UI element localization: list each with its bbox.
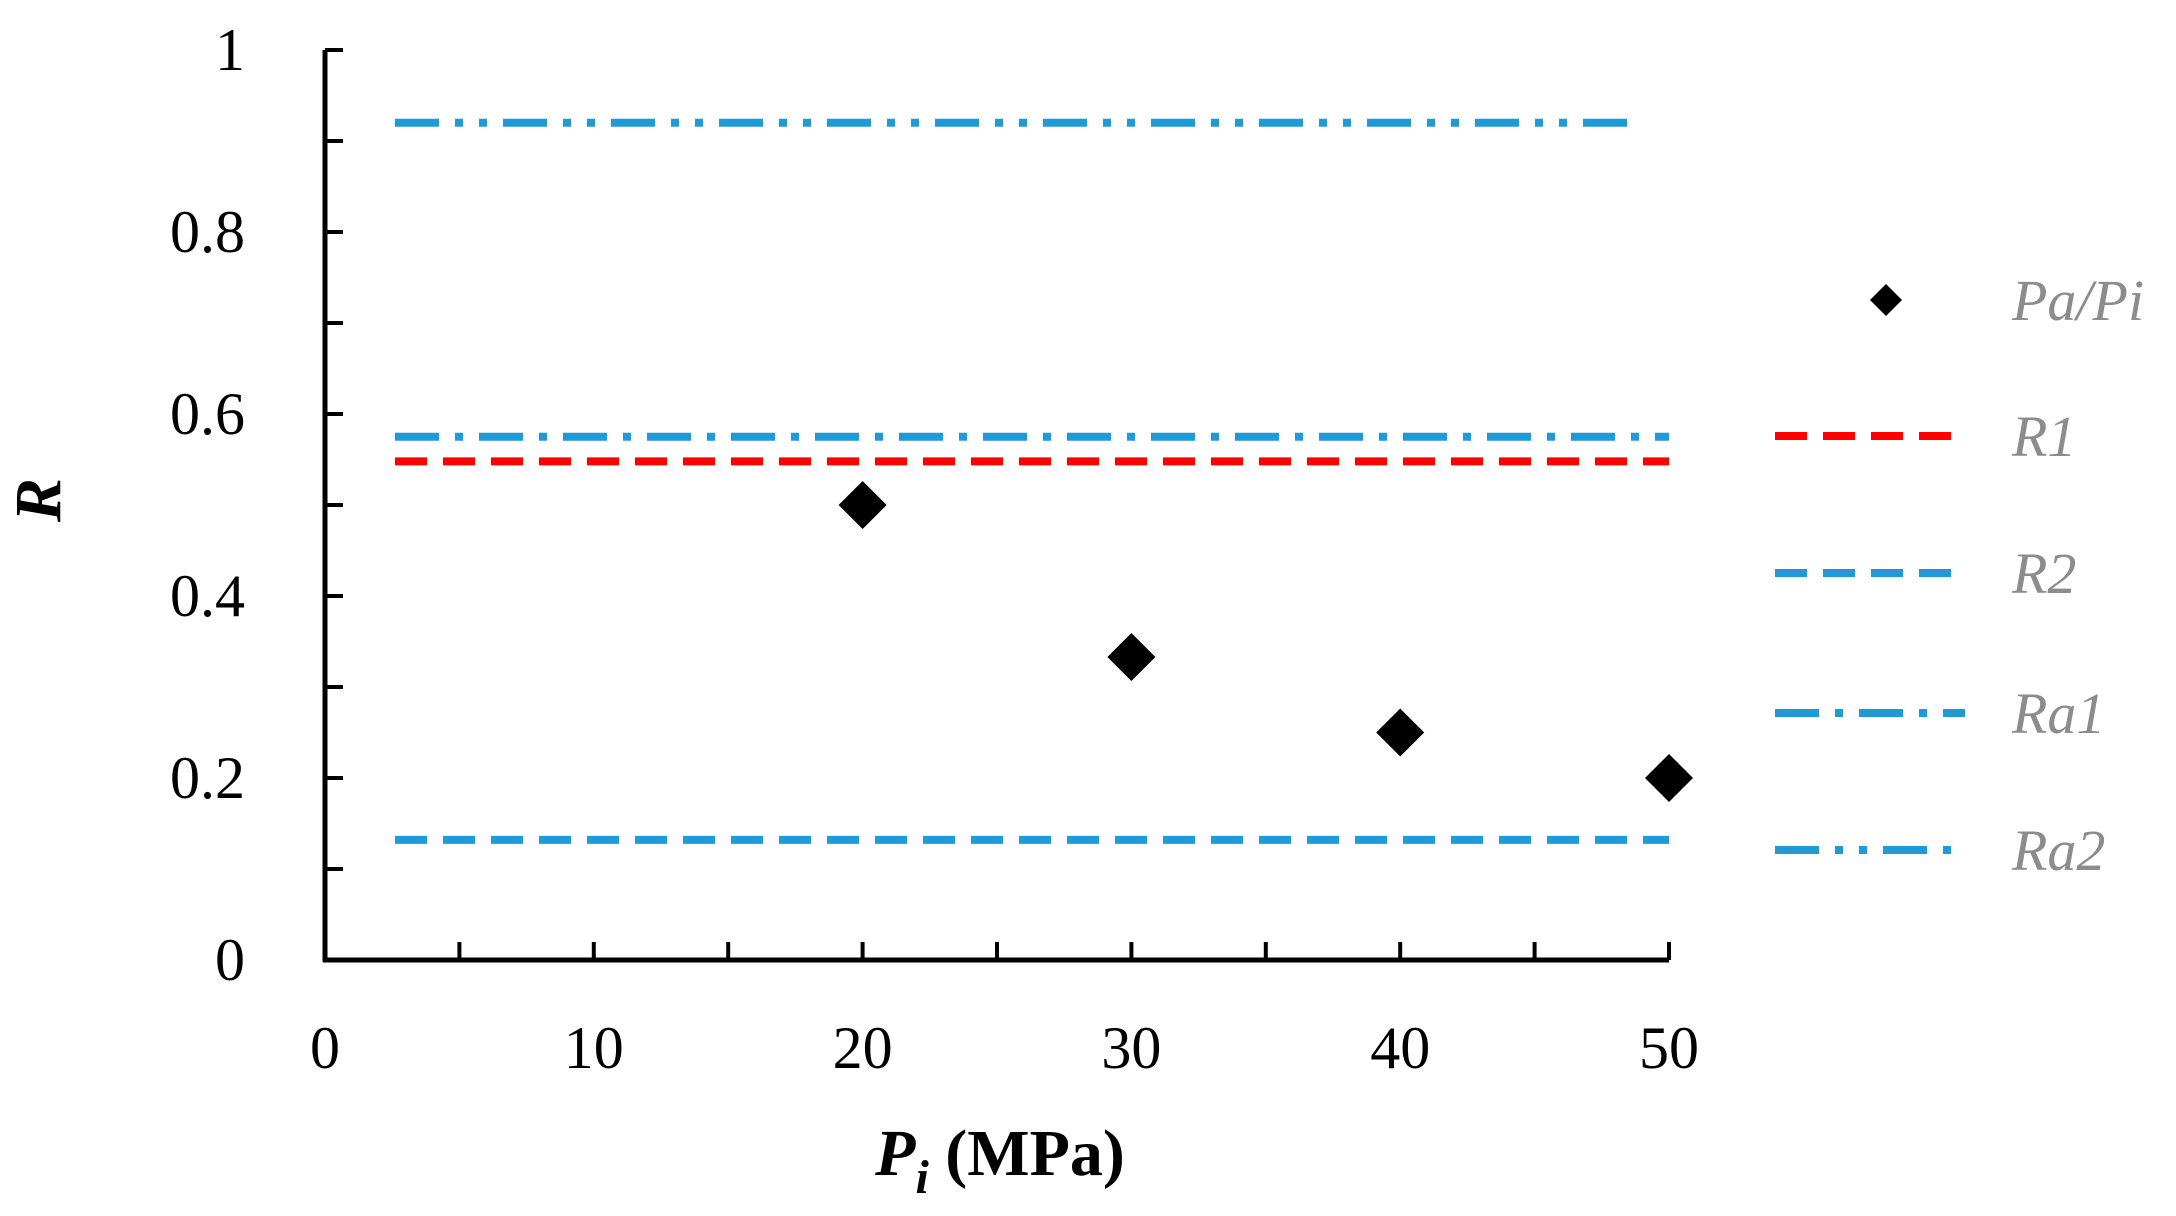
data-point <box>1645 754 1693 802</box>
x-tick-label: 0 <box>310 1015 340 1081</box>
data-point <box>1107 632 1156 681</box>
legend-label: Ra1 <box>2011 681 2105 746</box>
y-tick-label: 0 <box>215 927 245 993</box>
y-tick-label: 0.2 <box>170 745 245 811</box>
legend-label: R1 <box>2011 404 2076 469</box>
legend-item-ra2: Ra2 <box>1775 818 2105 883</box>
data-point <box>1376 708 1425 757</box>
legend-item-pa-pi: Pa/Pi <box>1870 268 2144 333</box>
x-tick-label: 10 <box>564 1015 624 1081</box>
x-axis-title-subscript: i <box>915 1151 929 1204</box>
axes-layer <box>322 50 1669 963</box>
x-tick-label: 20 <box>833 1015 893 1081</box>
legend-swatch <box>1870 284 1902 316</box>
y-tick-label: 0.8 <box>170 199 245 265</box>
x-axis-title-units: (MPa) <box>929 1117 1125 1190</box>
y-tick-label: 0.6 <box>170 381 245 447</box>
series-layer <box>395 118 1669 844</box>
ticks-layer: 0 10 20 30 40 50 0 0.2 0.4 0.6 0.8 1 <box>170 17 1699 1081</box>
y-axis-title: R <box>2 478 75 523</box>
legend-label: Ra2 <box>2011 818 2105 883</box>
x-tick-label: 50 <box>1639 1015 1699 1081</box>
y-tick-label: 0.4 <box>170 563 245 629</box>
legend-item-ra1: Ra1 <box>1775 681 2105 746</box>
points-layer <box>838 481 1693 802</box>
legend: Pa/Pi R1 R2 Ra1 Ra2 <box>1775 268 2144 883</box>
legend-label: R2 <box>2011 541 2076 606</box>
x-tick-label: 40 <box>1370 1015 1430 1081</box>
y-tick-label: 1 <box>215 17 245 83</box>
x-axis-title-main: P <box>874 1117 916 1190</box>
x-axis-title: Pi (MPa) <box>874 1117 1125 1204</box>
legend-item-r1: R1 <box>1775 404 2076 469</box>
legend-label: Pa/Pi <box>2011 268 2144 333</box>
legend-item-r2: R2 <box>1775 541 2076 606</box>
x-tick-label: 30 <box>1101 1015 1161 1081</box>
data-point <box>838 481 887 529</box>
